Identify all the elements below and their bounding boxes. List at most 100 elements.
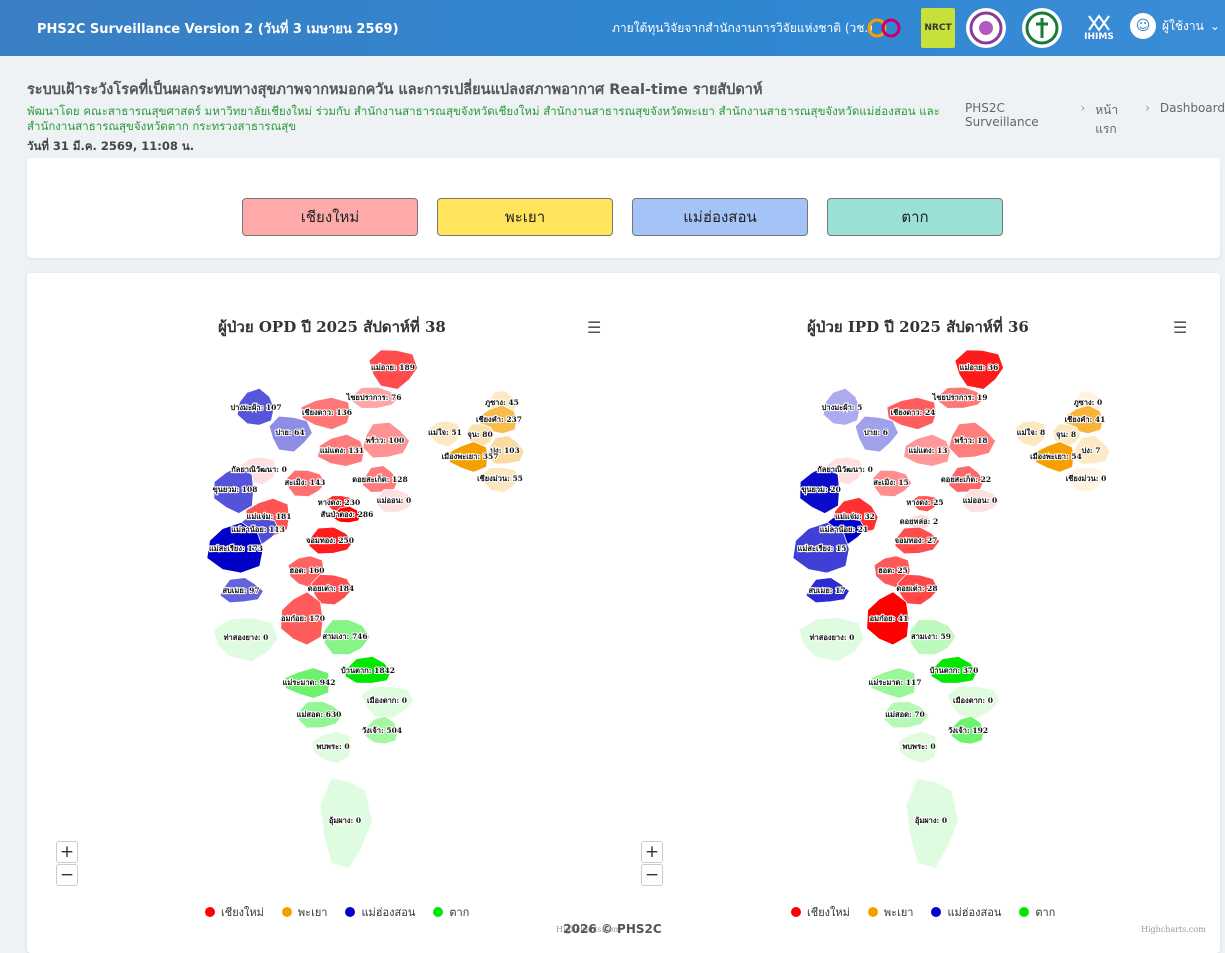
district-shape[interactable] <box>486 435 525 465</box>
district-shape[interactable] <box>317 433 365 467</box>
district-shape[interactable] <box>866 591 910 646</box>
district-shape[interactable] <box>449 441 489 473</box>
zoom-out-button[interactable]: − <box>56 864 78 886</box>
district-shape[interactable] <box>323 619 371 656</box>
chart-credit[interactable]: Highcharts.com <box>556 925 621 934</box>
province-button-phayao[interactable]: พะเยา <box>437 198 613 236</box>
district-shape[interactable] <box>822 387 861 426</box>
district-label: อุ้มผาง: 0 <box>329 816 361 825</box>
district-shape[interactable] <box>903 433 951 467</box>
district-shape[interactable] <box>212 617 279 663</box>
district-shape[interactable] <box>938 386 986 409</box>
page-header: ระบบเฝ้าระวังโรคที่เป็นผลกระทบทางสุขภาพจ… <box>27 78 947 156</box>
district-label: แม่สอด: 70 <box>885 710 925 719</box>
district-shape[interactable] <box>872 469 913 498</box>
district-shape[interactable] <box>376 489 415 513</box>
chart-credit[interactable]: Highcharts.com <box>1141 925 1206 934</box>
district-shape[interactable] <box>319 778 373 869</box>
district-shape[interactable] <box>352 386 400 409</box>
district-label: เชียงคำ: 41 <box>1065 415 1106 424</box>
district-shape[interactable] <box>280 591 324 646</box>
district-label: ขุนยวม: 20 <box>801 485 841 494</box>
district-shape[interactable] <box>219 577 264 604</box>
district-shape[interactable] <box>905 778 959 869</box>
province-button-chiangmai[interactable]: เชียงใหม่ <box>242 198 418 236</box>
district-shape[interactable] <box>798 617 865 663</box>
district-shape[interactable] <box>886 396 937 431</box>
district-shape[interactable] <box>894 526 941 555</box>
legend-item[interactable]: พะเยา <box>867 903 913 921</box>
district-shape[interactable] <box>213 465 254 515</box>
district-shape[interactable] <box>1052 423 1082 448</box>
district-shape[interactable] <box>930 655 978 684</box>
hamburger-menu-icon[interactable]: ☰ <box>1173 318 1188 337</box>
district-shape[interactable] <box>897 731 938 765</box>
district-shape[interactable] <box>948 421 997 459</box>
legend-item[interactable]: ตาก <box>433 903 469 921</box>
district-shape[interactable] <box>364 715 399 745</box>
district-shape[interactable] <box>897 573 940 606</box>
district-shape[interactable] <box>946 685 1001 719</box>
district-shape[interactable] <box>286 469 327 498</box>
district-shape[interactable] <box>206 521 264 574</box>
province-button-maehongson[interactable]: แม่ฮ่องสอน <box>632 198 808 236</box>
province-button-tak[interactable]: ตาก <box>827 198 1003 236</box>
district-shape[interactable] <box>480 467 520 494</box>
legend-item[interactable]: เชียงใหม่ <box>791 903 850 921</box>
district-shape[interactable] <box>854 415 899 453</box>
chevron-right-icon: › <box>1145 101 1150 115</box>
district-shape[interactable] <box>466 423 496 448</box>
district-shape[interactable] <box>1066 467 1106 494</box>
district-shape[interactable] <box>870 667 916 699</box>
district-shape[interactable] <box>428 420 461 448</box>
breadcrumb-item[interactable]: PHS2C Surveillance <box>965 101 1039 129</box>
district-shape[interactable] <box>268 415 313 453</box>
district-shape[interactable] <box>883 700 930 729</box>
legend-item[interactable]: ตาก <box>1019 903 1055 921</box>
district-shape[interactable] <box>308 526 355 555</box>
legend-dot-icon <box>791 907 801 917</box>
district-shape[interactable] <box>906 514 930 531</box>
district-shape[interactable] <box>950 715 985 745</box>
district-label: แม่สะเรียง: 173 <box>209 544 263 553</box>
legend-item[interactable]: แม่ฮ่องสอน <box>345 903 415 921</box>
breadcrumb-item[interactable]: หน้าแรก <box>1095 103 1119 136</box>
district-label: อมก๋อย: 170 <box>281 614 325 623</box>
district-shape[interactable] <box>332 505 362 524</box>
district-label: บ้านตาก: 370 <box>930 666 979 675</box>
district-shape[interactable] <box>236 387 275 426</box>
district-shape[interactable] <box>284 667 330 699</box>
district-shape[interactable] <box>368 349 419 390</box>
district-shape[interactable] <box>1035 441 1075 473</box>
district-label: ปางมะผ้า: 107 <box>230 403 281 412</box>
district-shape[interactable] <box>311 731 352 765</box>
hamburger-menu-icon[interactable]: ☰ <box>587 318 602 337</box>
district-shape[interactable] <box>360 685 415 719</box>
district-shape[interactable] <box>909 619 957 656</box>
legend-item[interactable]: แม่ฮ่องสอน <box>931 903 1001 921</box>
district-shape[interactable] <box>1014 420 1047 448</box>
district-label: สามเงา: 59 <box>911 632 951 641</box>
district-shape[interactable] <box>911 495 939 513</box>
district-shape[interactable] <box>297 700 344 729</box>
district-label: จุน: 8 <box>1056 430 1076 439</box>
district-label: พบพระ: 0 <box>316 742 349 751</box>
district-shape[interactable] <box>311 573 354 606</box>
district-shape[interactable] <box>962 489 1001 513</box>
district-shape[interactable] <box>300 396 351 431</box>
district-label: จอมทอง: 27 <box>895 536 938 545</box>
legend-item[interactable]: เชียงใหม่ <box>205 903 264 921</box>
district-shape[interactable] <box>1072 435 1111 465</box>
district-shape[interactable] <box>954 349 1005 390</box>
zoom-in-button[interactable]: + <box>641 841 663 863</box>
app-title: PHS2C Surveillance Version 2 (วันที่ 3 เ… <box>37 22 399 37</box>
district-shape[interactable] <box>344 655 392 684</box>
legend-item[interactable]: พะเยา <box>281 903 327 921</box>
user-menu[interactable]: ☺ ผู้ใช้งาน ⌄ <box>1130 13 1220 39</box>
district-shape[interactable] <box>792 521 850 574</box>
district-shape[interactable] <box>799 465 840 515</box>
district-shape[interactable] <box>362 421 411 459</box>
district-shape[interactable] <box>805 577 850 604</box>
zoom-in-button[interactable]: + <box>56 841 78 863</box>
zoom-out-button[interactable]: − <box>641 864 663 886</box>
